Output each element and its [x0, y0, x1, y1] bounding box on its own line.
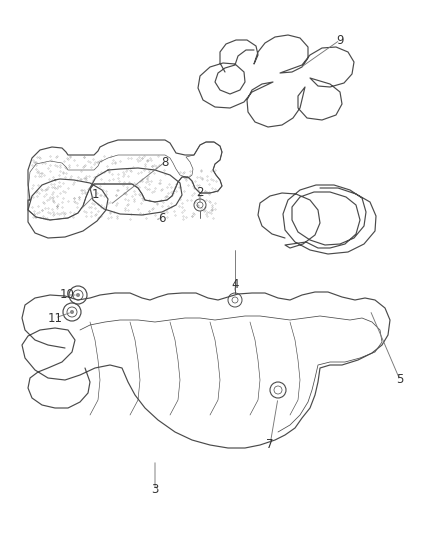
Text: 10: 10	[60, 288, 74, 302]
Text: 11: 11	[47, 311, 62, 325]
Text: 8: 8	[161, 156, 168, 168]
Text: 9: 9	[336, 34, 343, 46]
Text: 5: 5	[396, 374, 403, 386]
Text: 1: 1	[91, 189, 99, 201]
Text: 3: 3	[151, 483, 158, 497]
Text: 4: 4	[231, 279, 238, 292]
Circle shape	[70, 310, 74, 314]
Text: 7: 7	[265, 439, 273, 451]
Text: 6: 6	[158, 212, 166, 224]
Text: 2: 2	[196, 187, 203, 199]
Circle shape	[76, 293, 80, 297]
